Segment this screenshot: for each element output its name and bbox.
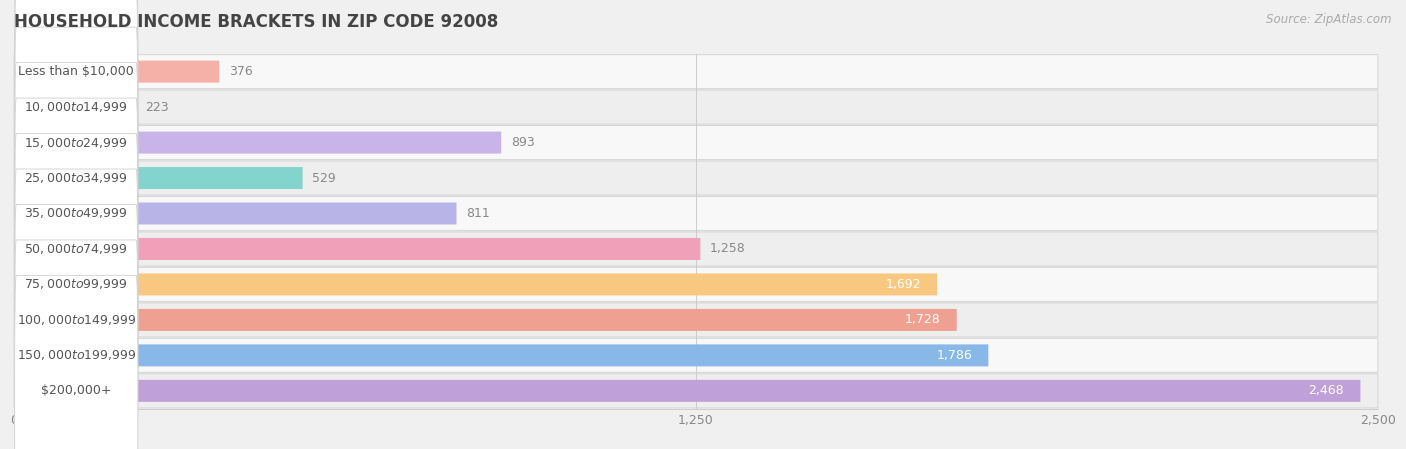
FancyBboxPatch shape — [14, 344, 988, 366]
Text: 376: 376 — [229, 65, 253, 78]
FancyBboxPatch shape — [14, 380, 1361, 402]
Text: 1,786: 1,786 — [936, 349, 972, 362]
FancyBboxPatch shape — [14, 202, 457, 224]
Text: $75,000 to $99,999: $75,000 to $99,999 — [24, 277, 128, 291]
Text: 811: 811 — [467, 207, 491, 220]
FancyBboxPatch shape — [14, 374, 1378, 408]
FancyBboxPatch shape — [14, 275, 138, 449]
Text: $25,000 to $34,999: $25,000 to $34,999 — [24, 171, 128, 185]
FancyBboxPatch shape — [14, 238, 700, 260]
FancyBboxPatch shape — [14, 133, 138, 365]
Text: $50,000 to $74,999: $50,000 to $74,999 — [24, 242, 128, 256]
FancyBboxPatch shape — [14, 339, 1378, 372]
FancyBboxPatch shape — [14, 161, 1378, 195]
FancyBboxPatch shape — [14, 27, 138, 258]
Text: $100,000 to $149,999: $100,000 to $149,999 — [17, 313, 136, 327]
FancyBboxPatch shape — [14, 132, 501, 154]
FancyBboxPatch shape — [14, 309, 956, 331]
FancyBboxPatch shape — [14, 232, 1378, 266]
Text: HOUSEHOLD INCOME BRACKETS IN ZIP CODE 92008: HOUSEHOLD INCOME BRACKETS IN ZIP CODE 92… — [14, 13, 498, 31]
Text: $150,000 to $199,999: $150,000 to $199,999 — [17, 348, 136, 362]
FancyBboxPatch shape — [14, 126, 1378, 159]
FancyBboxPatch shape — [14, 98, 138, 329]
Text: $10,000 to $14,999: $10,000 to $14,999 — [24, 100, 128, 114]
FancyBboxPatch shape — [14, 303, 1378, 337]
FancyBboxPatch shape — [14, 268, 1378, 301]
Text: 2,468: 2,468 — [1309, 384, 1344, 397]
Text: 1,692: 1,692 — [886, 278, 921, 291]
FancyBboxPatch shape — [14, 96, 136, 118]
FancyBboxPatch shape — [14, 240, 138, 449]
Text: Source: ZipAtlas.com: Source: ZipAtlas.com — [1267, 13, 1392, 26]
Text: $200,000+: $200,000+ — [41, 384, 111, 397]
FancyBboxPatch shape — [14, 55, 1378, 88]
FancyBboxPatch shape — [14, 169, 138, 400]
FancyBboxPatch shape — [14, 197, 1378, 230]
FancyBboxPatch shape — [14, 0, 138, 223]
FancyBboxPatch shape — [14, 62, 138, 294]
FancyBboxPatch shape — [14, 90, 1378, 124]
FancyBboxPatch shape — [14, 0, 138, 187]
Text: $35,000 to $49,999: $35,000 to $49,999 — [24, 207, 128, 220]
FancyBboxPatch shape — [14, 167, 302, 189]
Text: $15,000 to $24,999: $15,000 to $24,999 — [24, 136, 128, 150]
Text: 223: 223 — [146, 101, 169, 114]
FancyBboxPatch shape — [14, 204, 138, 436]
Text: 1,258: 1,258 — [710, 242, 747, 255]
FancyBboxPatch shape — [14, 273, 936, 295]
Text: 893: 893 — [510, 136, 534, 149]
Text: Less than $10,000: Less than $10,000 — [18, 65, 134, 78]
FancyBboxPatch shape — [14, 61, 219, 83]
Text: 529: 529 — [312, 172, 336, 185]
Text: 1,728: 1,728 — [904, 313, 941, 326]
